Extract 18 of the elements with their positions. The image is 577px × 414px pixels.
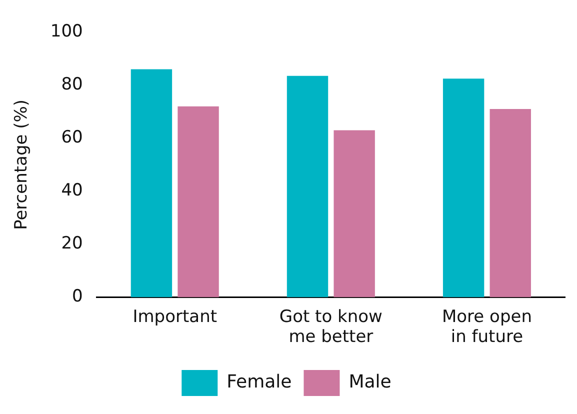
legend-label: Female: [226, 372, 292, 393]
bar: [490, 109, 531, 298]
y-tick-label: 100: [50, 22, 83, 42]
y-tick-label: 80: [61, 74, 83, 95]
y-tick-label: 20: [61, 234, 83, 254]
legend-label: Male: [348, 372, 392, 393]
x-tick-label: Got to know me better: [279, 306, 383, 348]
x-tick-label: Important: [132, 306, 218, 327]
bar: [286, 76, 328, 298]
bar: [442, 78, 484, 298]
y-tick-label: 60: [61, 128, 83, 148]
x-tick-label: More open in future: [442, 306, 532, 348]
y-tick-label: 40: [61, 180, 83, 201]
y-tick-label: 0: [72, 286, 83, 307]
y-axis-title: Percentage (%): [12, 99, 32, 230]
bar: [130, 69, 172, 298]
bar: [334, 130, 375, 298]
bar: [178, 106, 219, 298]
